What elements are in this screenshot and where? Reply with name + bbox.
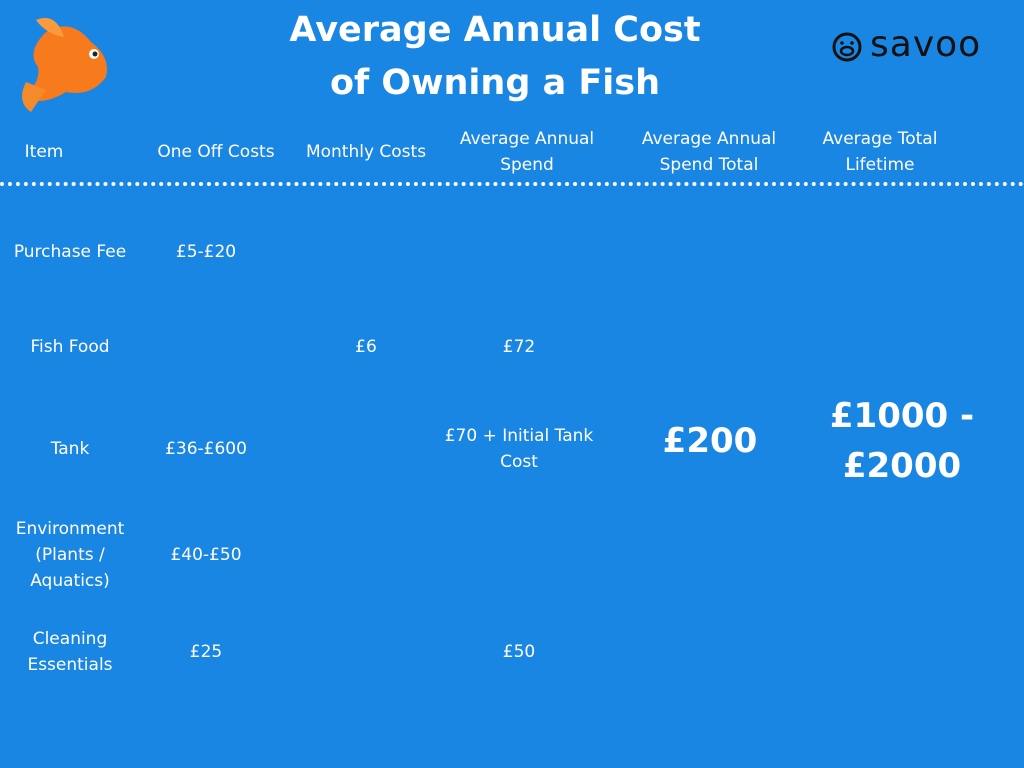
row-label: Tank (50, 439, 90, 459)
cell-value: £25 (189, 642, 223, 662)
cell-value: £72 (502, 337, 536, 357)
cell-value: £70 + Initial Tank Cost (444, 426, 594, 472)
fish-icon (22, 18, 107, 112)
divider (0, 182, 1024, 186)
column-header: Monthly Costs (305, 142, 427, 162)
lifetime-total: £1000 - £2000 (829, 396, 975, 486)
title: of Owning a Fish (329, 63, 661, 103)
column-header: Average Annual Spend (459, 129, 595, 175)
row-label: Purchase Fee (13, 242, 127, 262)
annual-total: £200 (662, 421, 758, 461)
cell-value: £5-£20 (175, 242, 237, 262)
column-header: One Off Costs (157, 142, 275, 162)
cell-value: £50 (502, 642, 536, 662)
row-label: Fish Food (30, 337, 110, 357)
column-header: Average Annual Spend Total (641, 129, 777, 175)
cell-value: £36-£600 (165, 439, 247, 459)
cell-value: £6 (355, 337, 377, 357)
row-label: Cleaning Essentials (27, 629, 113, 675)
title: Average Annual Cost (289, 10, 701, 50)
cell-value: £40-£50 (170, 545, 242, 565)
row-label: Environment (Plants / Aquatics) (15, 519, 125, 591)
logo-icon (832, 32, 862, 62)
column-header: Item (24, 142, 64, 162)
column-header: Average Total Lifetime (822, 129, 938, 175)
logo: savoo (870, 24, 982, 65)
